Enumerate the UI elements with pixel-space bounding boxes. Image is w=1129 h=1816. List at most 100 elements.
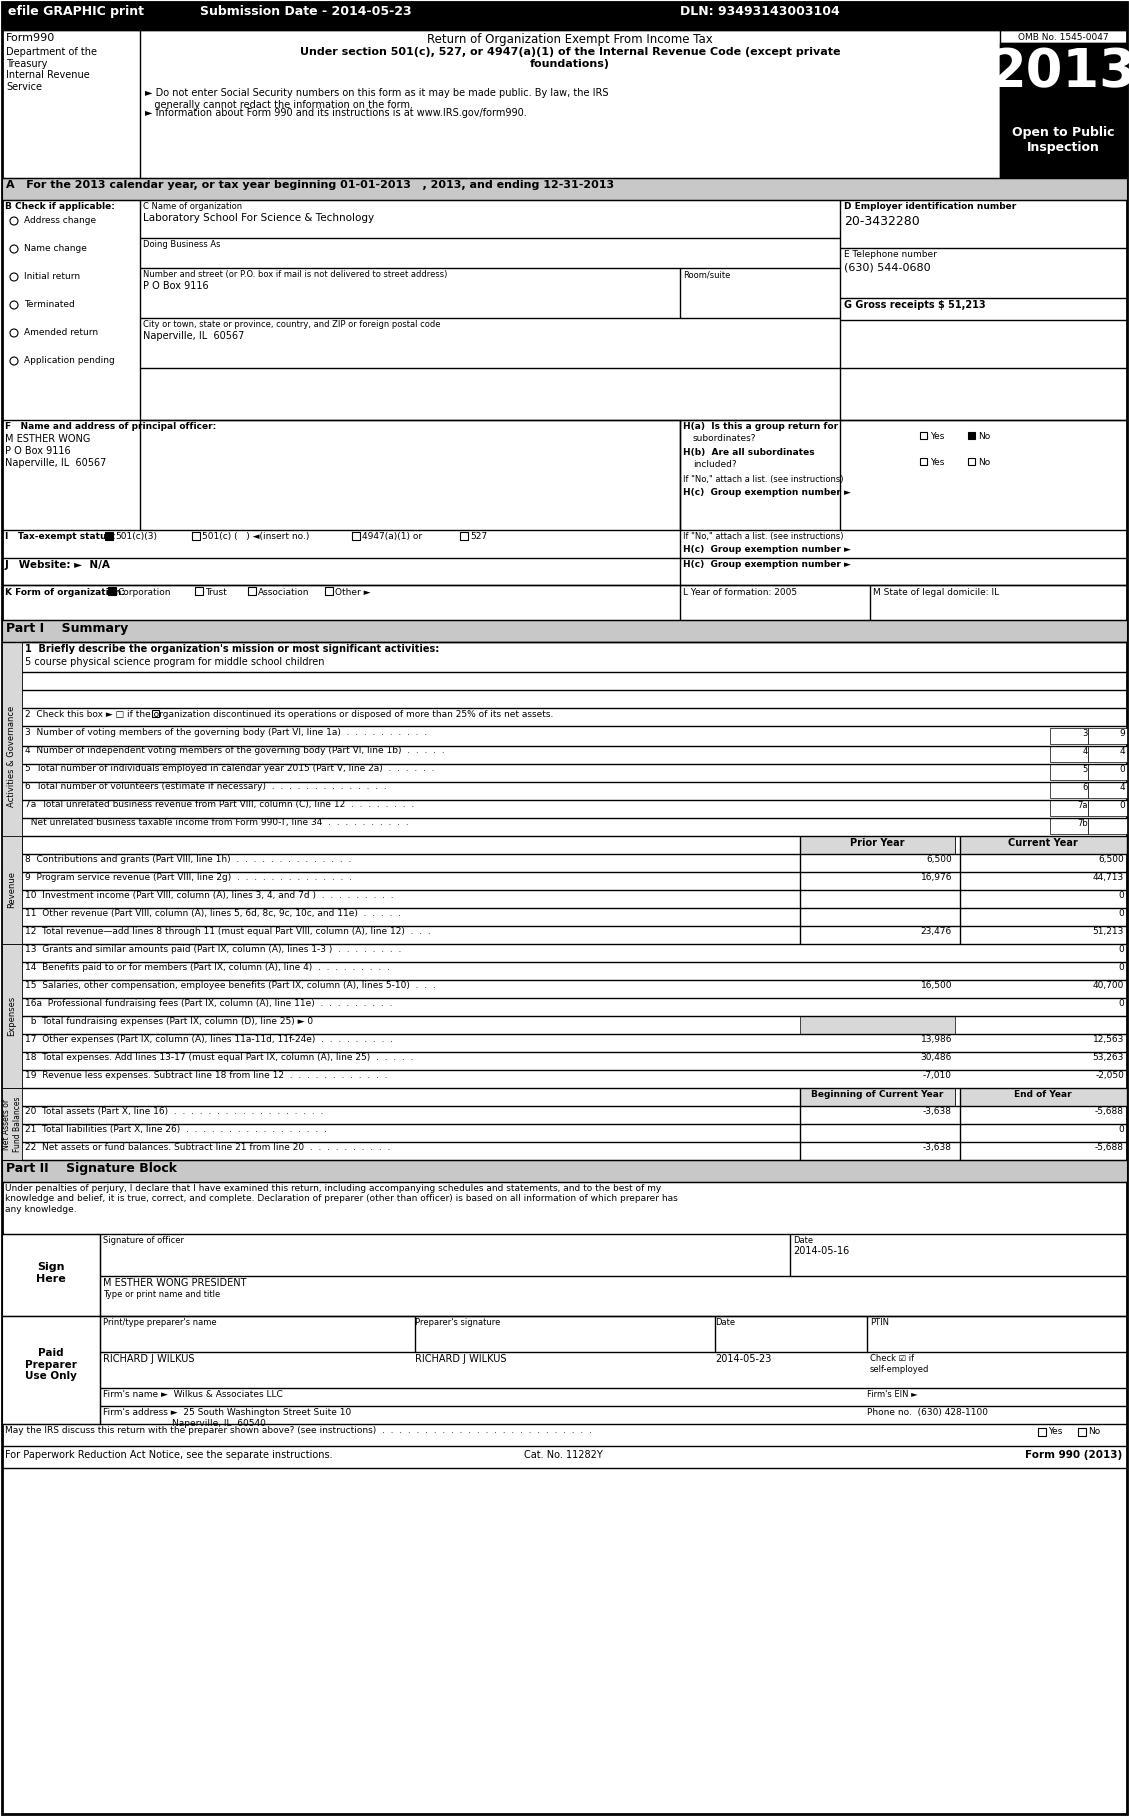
Text: K Form of organization:: K Form of organization: bbox=[5, 588, 125, 597]
Bar bbox=[1000, 123, 1127, 178]
Text: E Telephone number: E Telephone number bbox=[844, 251, 937, 260]
Text: B Check if applicable:: B Check if applicable: bbox=[5, 202, 115, 211]
Bar bbox=[968, 458, 975, 465]
Text: Number and street (or P.O. box if mail is not delivered to street address): Number and street (or P.O. box if mail i… bbox=[143, 271, 447, 280]
Text: F   Name and address of principal officer:: F Name and address of principal officer: bbox=[5, 421, 217, 430]
Text: Terminated: Terminated bbox=[24, 300, 75, 309]
Text: Net unrelated business taxable income from Form 990-T, line 34  .  .  .  .  .  .: Net unrelated business taxable income fr… bbox=[25, 817, 409, 826]
Text: Form 990 (2013): Form 990 (2013) bbox=[1025, 1449, 1122, 1460]
Text: -5,688: -5,688 bbox=[1095, 1108, 1124, 1117]
Bar bbox=[248, 587, 256, 596]
Text: 0: 0 bbox=[1118, 1124, 1124, 1133]
Text: Date: Date bbox=[715, 1318, 735, 1327]
Text: No: No bbox=[1088, 1427, 1101, 1436]
Text: (630) 544-0680: (630) 544-0680 bbox=[844, 262, 930, 272]
Text: 4  Number of independent voting members of the governing body (Part VI, line 1b): 4 Number of independent voting members o… bbox=[25, 746, 445, 755]
Text: Cat. No. 11282Y: Cat. No. 11282Y bbox=[524, 1449, 603, 1460]
Text: -2,050: -2,050 bbox=[1095, 1071, 1124, 1081]
Text: Open to Public
Inspection: Open to Public Inspection bbox=[1012, 125, 1114, 154]
Text: 16,976: 16,976 bbox=[920, 873, 952, 883]
Text: Sign
Here: Sign Here bbox=[36, 1262, 65, 1284]
Text: Other ►: Other ► bbox=[335, 588, 370, 597]
Text: -3,638: -3,638 bbox=[924, 1108, 952, 1117]
Bar bbox=[920, 458, 927, 465]
Text: Room/suite: Room/suite bbox=[683, 271, 730, 280]
Text: May the IRS discuss this return with the preparer shown above? (see instructions: May the IRS discuss this return with the… bbox=[5, 1426, 592, 1435]
Bar bbox=[325, 587, 333, 596]
Text: 4947(a)(1) or: 4947(a)(1) or bbox=[362, 532, 422, 541]
Text: Return of Organization Exempt From Income Tax: Return of Organization Exempt From Incom… bbox=[427, 33, 712, 45]
Text: 5: 5 bbox=[1083, 765, 1088, 774]
Bar bbox=[1050, 728, 1088, 745]
Text: 501(c) (   ) ◄(insert no.): 501(c) ( ) ◄(insert no.) bbox=[202, 532, 309, 541]
Text: 51,213: 51,213 bbox=[1093, 926, 1124, 935]
Text: J   Website: ►  N/A: J Website: ► N/A bbox=[5, 559, 111, 570]
Text: C Name of organization: C Name of organization bbox=[143, 202, 242, 211]
Text: ► Do not enter Social Security numbers on this form as it may be made public. By: ► Do not enter Social Security numbers o… bbox=[145, 87, 609, 109]
Text: PTIN: PTIN bbox=[870, 1318, 889, 1327]
Text: 4: 4 bbox=[1119, 783, 1124, 792]
Text: 19  Revenue less expenses. Subtract line 18 from line 12  .  .  .  .  .  .  .  .: 19 Revenue less expenses. Subtract line … bbox=[25, 1071, 387, 1081]
Text: H(b)  Are all subordinates: H(b) Are all subordinates bbox=[683, 449, 815, 458]
Text: 2013: 2013 bbox=[989, 45, 1129, 98]
Text: Prior Year: Prior Year bbox=[850, 837, 904, 848]
Text: 11  Other revenue (Part VIII, column (A), lines 5, 6d, 8c, 9c, 10c, and 11e)  . : 11 Other revenue (Part VIII, column (A),… bbox=[25, 910, 401, 919]
Text: 527: 527 bbox=[470, 532, 487, 541]
Text: 7a: 7a bbox=[1077, 801, 1088, 810]
Text: 44,713: 44,713 bbox=[1093, 873, 1124, 883]
Text: Yes: Yes bbox=[1048, 1427, 1062, 1436]
Bar bbox=[1078, 1427, 1086, 1436]
Bar bbox=[960, 835, 1127, 854]
Bar bbox=[2, 944, 21, 1088]
Text: Revenue: Revenue bbox=[8, 872, 17, 908]
Text: 6,500: 6,500 bbox=[1099, 855, 1124, 864]
Text: If "No," attach a list. (see instructions): If "No," attach a list. (see instruction… bbox=[683, 532, 843, 541]
Text: P O Box 9116: P O Box 9116 bbox=[143, 281, 209, 291]
Text: No: No bbox=[978, 458, 990, 467]
Text: Yes: Yes bbox=[930, 432, 944, 441]
Text: 23,476: 23,476 bbox=[921, 926, 952, 935]
Bar bbox=[2, 1235, 100, 1317]
Text: 17  Other expenses (Part IX, column (A), lines 11a-11d, 11f-24e)  .  .  .  .  . : 17 Other expenses (Part IX, column (A), … bbox=[25, 1035, 393, 1044]
Text: L Year of formation: 2005: L Year of formation: 2005 bbox=[683, 588, 797, 597]
Text: 2014-05-16: 2014-05-16 bbox=[793, 1246, 849, 1257]
Text: Type or print name and title: Type or print name and title bbox=[103, 1289, 220, 1298]
Bar bbox=[920, 432, 927, 439]
Bar bbox=[960, 1088, 1127, 1106]
Text: 21  Total liabilities (Part X, line 26)  .  .  .  .  .  .  .  .  .  .  .  .  .  : 21 Total liabilities (Part X, line 26) .… bbox=[25, 1124, 327, 1133]
Text: subordinates?: subordinates? bbox=[693, 434, 756, 443]
Bar bbox=[2, 619, 1127, 643]
Text: Doing Business As: Doing Business As bbox=[143, 240, 220, 249]
Bar bbox=[1050, 801, 1088, 815]
Text: P O Box 9116: P O Box 9116 bbox=[5, 447, 71, 456]
Text: Submission Date - 2014-05-23: Submission Date - 2014-05-23 bbox=[200, 5, 412, 18]
Text: included?: included? bbox=[693, 459, 736, 469]
Text: Current Year: Current Year bbox=[1008, 837, 1078, 848]
Text: -7,010: -7,010 bbox=[924, 1071, 952, 1081]
Text: I   Tax-exempt status:: I Tax-exempt status: bbox=[5, 532, 115, 541]
Text: For Paperwork Reduction Act Notice, see the separate instructions.: For Paperwork Reduction Act Notice, see … bbox=[5, 1449, 333, 1460]
Text: 7a  Total unrelated business revenue from Part VIII, column (C), line 12  .  .  : 7a Total unrelated business revenue from… bbox=[25, 801, 414, 808]
Bar bbox=[108, 587, 116, 596]
Bar bbox=[1088, 728, 1127, 745]
Text: Department of the
Treasury
Internal Revenue
Service: Department of the Treasury Internal Reve… bbox=[6, 47, 97, 93]
Text: RICHARD J WILKUS: RICHARD J WILKUS bbox=[415, 1355, 507, 1364]
Bar bbox=[1088, 783, 1127, 797]
Text: H(c)  Group exemption number ►: H(c) Group exemption number ► bbox=[683, 489, 851, 498]
Text: Amended return: Amended return bbox=[24, 329, 98, 338]
Bar bbox=[460, 532, 469, 539]
Text: 13,986: 13,986 bbox=[920, 1035, 952, 1044]
Text: 6  Total number of volunteers (estimate if necessary)  .  .  .  .  .  .  .  .  .: 6 Total number of volunteers (estimate i… bbox=[25, 783, 387, 792]
Text: 9  Program service revenue (Part VIII, line 2g)  .  .  .  .  .  .  .  .  .  .  .: 9 Program service revenue (Part VIII, li… bbox=[25, 873, 352, 883]
Bar bbox=[195, 587, 203, 596]
Text: Yes: Yes bbox=[930, 458, 944, 467]
Text: Under penalties of perjury, I declare that I have examined this return, includin: Under penalties of perjury, I declare th… bbox=[5, 1184, 677, 1213]
Bar bbox=[352, 532, 360, 539]
Text: 0: 0 bbox=[1118, 910, 1124, 919]
Text: Association: Association bbox=[259, 588, 309, 597]
Bar bbox=[1050, 746, 1088, 763]
Text: 20-3432280: 20-3432280 bbox=[844, 214, 920, 229]
Text: Beginning of Current Year: Beginning of Current Year bbox=[811, 1090, 943, 1099]
Text: 7b: 7b bbox=[1077, 819, 1088, 828]
Bar bbox=[2, 1160, 1127, 1182]
